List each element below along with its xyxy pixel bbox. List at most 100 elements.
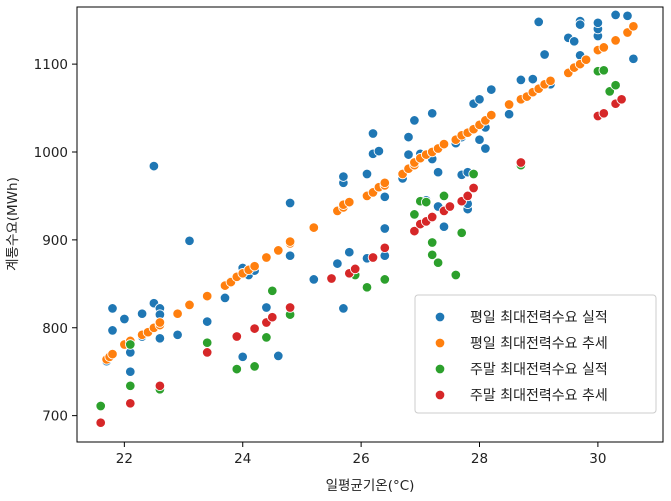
series-2-point-6	[249, 361, 260, 372]
legend-marker-0	[434, 311, 446, 323]
series-0-point-7	[136, 308, 148, 319]
series-2-point-19	[438, 190, 450, 202]
series-0-point-69	[533, 16, 544, 28]
y-tick-label-1: 800	[42, 321, 68, 337]
series-0-point-44	[403, 131, 414, 143]
series-2-point-4	[201, 337, 213, 348]
series-2-point-18	[432, 257, 444, 268]
series-3-point-27	[616, 94, 627, 105]
y-tick-label-3: 1000	[34, 145, 68, 161]
series-1-point-10	[172, 308, 183, 319]
series-0-point-46	[409, 115, 420, 126]
series-0-point-17	[201, 316, 213, 327]
series-2-point-15	[420, 196, 432, 208]
x-axis-ticks: 22 24 26 28 30	[116, 442, 606, 467]
series-0-point-2	[107, 325, 118, 336]
series-1-point-62	[610, 35, 621, 46]
series-2-point-20	[450, 269, 462, 281]
series-0-point-68	[527, 73, 539, 85]
series-3-point-12	[367, 252, 379, 263]
series-3-point-4	[231, 331, 243, 342]
series-0-point-3	[119, 313, 130, 325]
series-0-point-70	[539, 49, 550, 60]
series-0-point-73	[568, 36, 580, 47]
series-2-point-5	[231, 363, 243, 375]
series-0-point-61	[474, 94, 485, 105]
x-tick-label-1: 24	[234, 451, 251, 467]
series-2-point-11	[361, 282, 373, 293]
series-3-point-8	[284, 302, 296, 313]
series-0-point-76	[574, 19, 586, 30]
x-tick-label-4: 30	[589, 451, 606, 467]
data-points	[95, 9, 639, 428]
series-2-point-0	[95, 400, 106, 412]
series-1-point-18	[249, 260, 260, 272]
x-tick-label-0: 22	[116, 451, 133, 467]
series-1-point-32	[379, 177, 391, 189]
series-3-point-1	[125, 398, 136, 409]
series-0-point-26	[284, 197, 296, 209]
series-0-point-27	[284, 250, 296, 261]
series-2-point-13	[409, 209, 420, 220]
series-1-point-11	[184, 299, 195, 311]
legend-box	[414, 294, 657, 414]
series-2-point-17	[426, 249, 438, 261]
series-0-point-25	[273, 350, 284, 362]
legend-label-1: 평일 최대전력수요 추세	[470, 336, 608, 352]
series-3-point-22	[468, 182, 479, 194]
series-1-point-23	[308, 222, 320, 233]
series-2-point-25	[598, 65, 610, 76]
series-0-point-15	[172, 329, 183, 341]
series-3-point-17	[426, 211, 438, 223]
series-0-point-51	[432, 166, 444, 178]
y-tick-label-0: 700	[42, 409, 68, 425]
series-0-point-65	[486, 84, 497, 95]
series-0-point-31	[338, 171, 349, 182]
series-0-point-20	[237, 351, 248, 363]
series-0-point-81	[622, 10, 633, 22]
y-axis-label: 계통수요(MWh)	[5, 177, 21, 271]
series-0-point-41	[379, 223, 391, 234]
series-0-point-33	[344, 246, 355, 258]
series-0-point-82	[628, 53, 639, 65]
series-3-point-14	[409, 225, 420, 237]
series-2-point-7	[261, 332, 272, 343]
series-1-point-12	[201, 290, 213, 302]
series-0-point-53	[438, 221, 450, 232]
series-0-point-28	[308, 274, 320, 285]
series-0-point-67	[515, 74, 527, 86]
legend-marker-2	[434, 363, 446, 375]
series-0-point-10	[148, 160, 160, 172]
series-1-point-48	[486, 109, 497, 121]
series-1-point-27	[344, 196, 355, 208]
legend-marker-1	[434, 337, 446, 349]
x-tick-label-3: 28	[471, 451, 488, 467]
series-0-point-63	[480, 143, 491, 154]
legend-label-2: 주말 최대전력수요 실적	[470, 362, 608, 378]
series-0-point-32	[338, 303, 349, 314]
legend-marker-3	[434, 389, 446, 401]
series-2-point-27	[610, 79, 621, 91]
series-3-point-21	[462, 190, 473, 202]
series-1-point-64	[628, 21, 639, 32]
series-1-point-20	[273, 245, 284, 256]
series-3-point-7	[267, 311, 278, 323]
series-2-point-1	[125, 380, 136, 392]
series-0-point-4	[125, 366, 136, 377]
series-3-point-3	[201, 347, 213, 358]
series-3-point-13	[379, 242, 391, 254]
series-0-point-39	[373, 145, 385, 157]
y-tick-label-2: 900	[42, 233, 68, 249]
x-tick-label-2: 26	[353, 451, 370, 467]
series-0-point-1	[107, 303, 118, 314]
series-3-point-23	[515, 157, 527, 168]
series-2-point-21	[456, 227, 467, 239]
series-0-point-29	[332, 258, 343, 269]
series-1-point-59	[580, 54, 592, 65]
legend-label-0: 평일 최대전력수요 실적	[470, 310, 608, 326]
series-3-point-25	[598, 108, 610, 119]
x-axis-label: 일평균기온(°C)	[326, 478, 415, 494]
series-0-point-80	[610, 9, 621, 21]
series-2-point-16	[426, 237, 438, 248]
